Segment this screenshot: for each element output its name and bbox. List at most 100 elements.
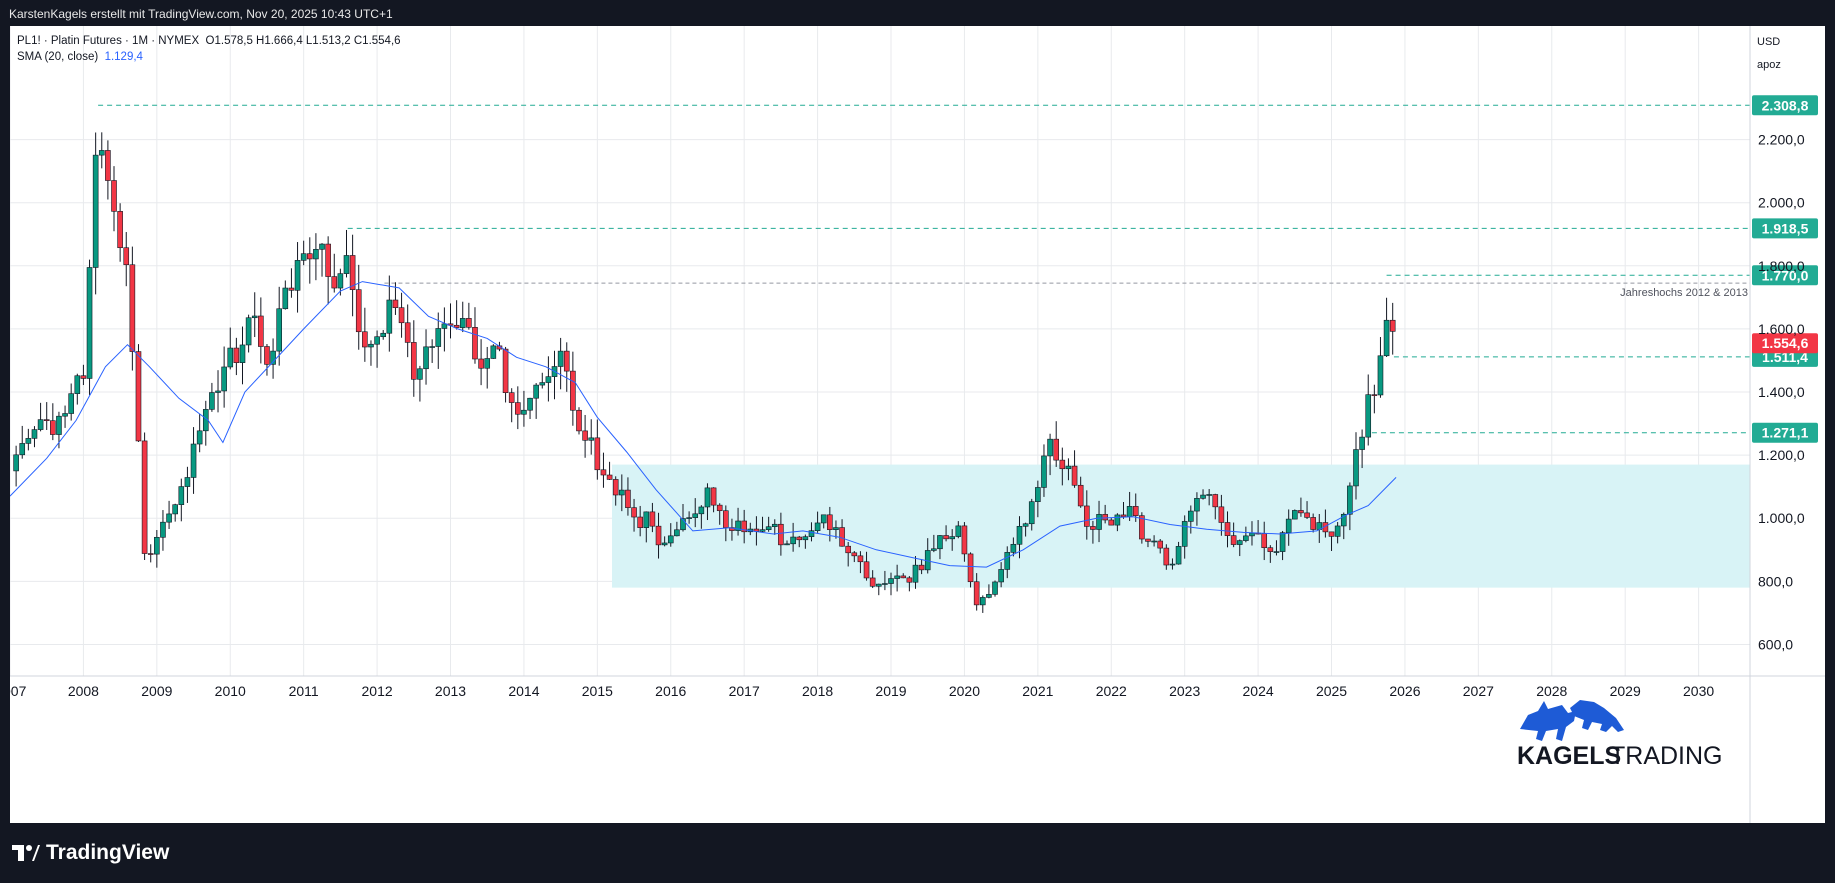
candle-body: [1053, 438, 1060, 461]
candle-body: [368, 343, 374, 348]
candle-body: [306, 253, 313, 260]
level-label: 1.271,1: [1762, 425, 1809, 441]
candle-body: [1218, 506, 1225, 523]
candle-body: [154, 536, 160, 555]
x-tick-label: 2022: [1096, 683, 1127, 699]
annotation-jahreshochs: Jahreshochs 2012 & 2013: [1620, 287, 1748, 299]
candle-body: [723, 510, 729, 528]
candle-body: [1169, 563, 1176, 566]
candle-body: [160, 521, 166, 538]
candle-body: [998, 569, 1004, 583]
candle-body: [979, 597, 986, 606]
candle-body: [1120, 514, 1127, 517]
tradingview-icon: [12, 845, 40, 861]
candle-body: [1065, 465, 1072, 470]
candle-body: [918, 564, 925, 571]
candle-body: [1157, 540, 1164, 549]
candle-body: [771, 523, 778, 528]
x-tick-label: 2024: [1243, 683, 1274, 699]
candle-body: [674, 529, 680, 537]
x-tick-label: 2026: [1389, 683, 1420, 699]
candle-body: [276, 308, 282, 352]
candle-body: [404, 322, 411, 343]
candle-body: [845, 545, 851, 554]
candle-body: [141, 440, 148, 554]
candle-body: [294, 260, 301, 291]
x-tick-label: 2009: [141, 683, 172, 699]
candle-body: [343, 255, 350, 274]
candle-body: [135, 351, 142, 442]
candle-body: [1328, 531, 1335, 537]
candle-body: [986, 594, 992, 598]
candle-body: [931, 548, 937, 551]
candle-body: [1212, 494, 1219, 508]
candle-body: [459, 318, 466, 328]
candle-body: [900, 575, 907, 579]
candle-body: [331, 276, 338, 289]
candle-body: [814, 522, 821, 532]
candle-body: [698, 506, 705, 515]
candle-body: [43, 419, 50, 421]
candle-body: [319, 243, 325, 250]
x-tick-label: 2019: [875, 683, 906, 699]
level-label: 1.918,5: [1762, 220, 1809, 236]
candle-body: [1383, 319, 1390, 357]
candle-body: [992, 581, 998, 595]
candle-body: [386, 299, 393, 334]
horizontal-levels[interactable]: Jahreshochs 2012 & 2013 2.308,8 1.918,5 1.7…: [98, 95, 1818, 443]
candle-body: [239, 344, 246, 363]
candle-body: [435, 328, 442, 347]
sma-line: [10, 281, 1397, 568]
x-tick-label: 2015: [582, 683, 613, 699]
candle-body: [362, 331, 368, 348]
candle-body: [25, 438, 32, 444]
last-price-label: 1.554,6: [1762, 335, 1809, 351]
candle-body: [576, 409, 582, 432]
candle-body: [1041, 455, 1047, 488]
candle-body: [264, 346, 270, 365]
tradingview-logo[interactable]: TradingView: [12, 841, 169, 865]
candle-body: [1175, 546, 1182, 565]
candle-body: [643, 511, 650, 528]
candle-body: [1206, 494, 1212, 496]
candle-body: [380, 332, 387, 338]
chart-pane[interactable]: Jahreshochs 2012 & 2013 2.308,8 1.918,5 1.7…: [10, 26, 1825, 823]
candle-body: [515, 402, 521, 415]
axes[interactable]: USD apoz 600,0 800,0 1.000,0 1.200,0 1.400,0 1.…: [10, 26, 1825, 823]
x-tick-label: 2008: [68, 683, 99, 699]
candle-body: [1243, 535, 1249, 541]
candle-body: [1249, 532, 1255, 537]
candle-body: [355, 289, 362, 333]
candle-body: [117, 211, 123, 249]
candle-body: [490, 345, 497, 359]
candle-body: [1028, 501, 1035, 525]
candle-body: [1347, 485, 1353, 515]
candle-body: [1340, 513, 1347, 527]
bull-icon: [1520, 701, 1576, 741]
candle-body: [827, 514, 833, 530]
candle-body: [1200, 494, 1206, 499]
candle-body: [19, 443, 26, 456]
footer-bar: TradingView: [0, 823, 1835, 883]
candle-body: [869, 577, 876, 587]
candle-body: [417, 368, 423, 380]
candle-body: [1163, 547, 1170, 566]
candle-body: [123, 247, 130, 266]
attribution-bar: KarstenKagels erstellt mit TradingView.c…: [0, 0, 1835, 26]
candle-body: [912, 564, 919, 583]
price-chart[interactable]: Jahreshochs 2012 & 2013 2.308,8 1.918,5 1.7…: [10, 26, 1825, 823]
candle-body: [86, 267, 93, 379]
candle-body: [967, 553, 974, 583]
candle-body: [894, 575, 900, 579]
x-tick-label: 2020: [949, 683, 980, 699]
candle-body: [631, 507, 637, 518]
candle-body: [704, 487, 711, 508]
chart-legend[interactable]: PL1! · Platin Futures · 1M · NYMEX O1.57…: [17, 33, 401, 65]
candle-body: [282, 287, 289, 310]
level-label-bg: [1752, 265, 1818, 286]
candle-body: [392, 299, 399, 308]
bear-icon: [1570, 700, 1624, 732]
candle-body: [325, 243, 331, 277]
candle-body: [1126, 506, 1133, 517]
y-tick-label: 2.000,0: [1758, 195, 1805, 211]
